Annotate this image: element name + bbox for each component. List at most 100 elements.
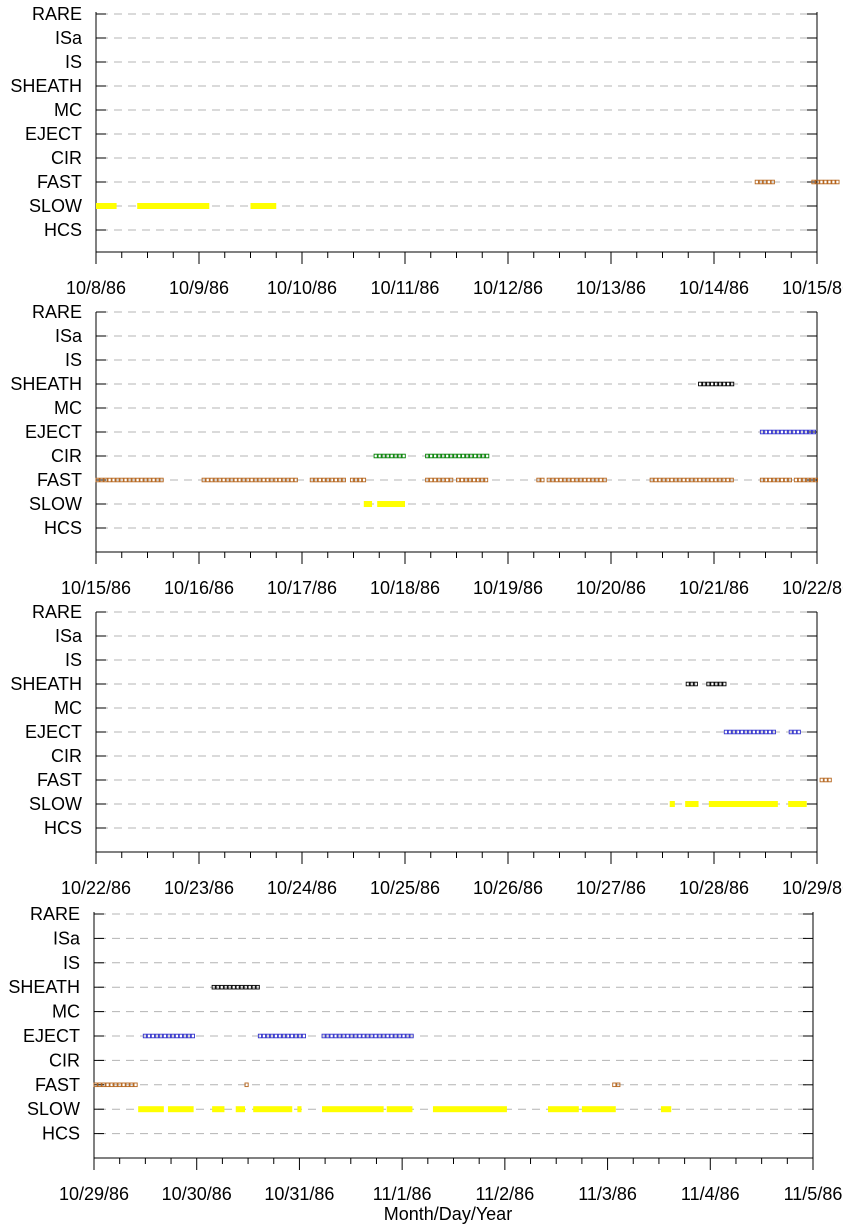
y-label-mc: MC	[52, 1002, 80, 1022]
segment-fast	[95, 477, 164, 483]
segment-slow	[297, 1106, 302, 1113]
y-label-eject: EJECT	[23, 1026, 80, 1046]
y-label-slow: SLOW	[27, 1099, 80, 1119]
segment-slow	[377, 501, 405, 507]
panel-1: RARE ISa IS SHEATH MC EJECT CIR FAST SLOW HCS 10/8…	[10, 4, 843, 298]
segment-slow	[253, 1106, 293, 1113]
y-label-eject: EJECT	[25, 422, 82, 442]
segment-cir	[425, 453, 490, 459]
x-tick-label: 10/29/86	[59, 1184, 129, 1204]
x-tick-label: 10/29/86	[782, 878, 843, 898]
segment-slow	[708, 801, 778, 807]
y-label-hcs: HCS	[44, 518, 82, 538]
x-tick-label: 10/15/86	[61, 578, 131, 598]
segment-eject	[759, 429, 816, 435]
y-label-cir: CIR	[51, 746, 82, 766]
y-label-is: IS	[65, 650, 82, 670]
y-label-rare: RARE	[32, 302, 82, 322]
segment-fast	[759, 477, 792, 483]
segment-slow	[212, 1106, 225, 1113]
y-label-slow: SLOW	[29, 794, 82, 814]
x-tick-label: 10/22/86	[61, 878, 131, 898]
segment-slow	[363, 501, 373, 507]
segment-fast	[93, 1082, 138, 1088]
y-label-fast: FAST	[37, 172, 82, 192]
y-label-sheath: SHEATH	[8, 977, 80, 997]
x-tick-label: 11/5/86	[784, 1184, 843, 1204]
x-tick-label: 10/28/86	[679, 878, 749, 898]
y-label-hcs: HCS	[44, 818, 82, 838]
y-label-eject: EJECT	[25, 124, 82, 144]
x-tick-label: 10/13/86	[576, 278, 646, 298]
x-tick-label: 11/3/86	[578, 1184, 637, 1204]
y-label-mc: MC	[54, 398, 82, 418]
y-label-rare: RARE	[30, 904, 80, 924]
x-tick-label: 10/22/86	[782, 578, 843, 598]
segment-eject	[723, 729, 776, 735]
x-tick-label: 10/8/86	[66, 278, 126, 298]
x-tick-label: 10/20/86	[576, 578, 646, 598]
y-label-hcs: HCS	[42, 1124, 80, 1144]
segment-fast	[309, 477, 346, 483]
segment-slow	[685, 801, 699, 807]
y-label-cir: CIR	[51, 148, 82, 168]
y-label-isa: ISa	[55, 626, 83, 646]
x-tick-label: 10/26/86	[473, 878, 543, 898]
x-tick-label: 10/10/86	[267, 278, 337, 298]
segment-sheath	[706, 681, 727, 687]
segment-fast	[612, 1082, 621, 1088]
segment-slow	[660, 1106, 672, 1113]
segment-fast	[273, 477, 298, 483]
y-label-rare: RARE	[32, 4, 82, 24]
x-tick-label: 10/19/86	[473, 578, 543, 598]
segment-fast	[546, 477, 607, 483]
x-tick-label: 11/4/86	[681, 1184, 740, 1204]
segment-eject	[142, 1033, 195, 1039]
x-tick-label: 10/18/86	[370, 578, 440, 598]
segment-fast	[201, 477, 274, 483]
y-label-fast: FAST	[35, 1075, 80, 1095]
panel-2: RARE ISa IS SHEATH MC EJECT CIR FAST SLOW HCS 10/1…	[10, 302, 843, 598]
y-label-sheath: SHEATH	[10, 374, 82, 394]
segment-slow	[547, 1106, 579, 1113]
segment-slow	[432, 1106, 507, 1113]
segment-slow	[386, 1106, 413, 1113]
x-tick-label: 10/31/86	[264, 1184, 334, 1204]
x-tick-label: 10/25/86	[370, 878, 440, 898]
y-label-cir: CIR	[49, 1050, 80, 1070]
x-tick-label: 10/24/86	[267, 878, 337, 898]
segment-fast	[536, 477, 545, 483]
x-tick-label: 10/15/86	[782, 278, 843, 298]
x-tick-label: 10/14/86	[679, 278, 749, 298]
x-tick-label: 11/1/86	[373, 1184, 432, 1204]
y-label-fast: FAST	[37, 770, 82, 790]
segment-sheath	[211, 984, 260, 990]
y-label-eject: EJECT	[25, 722, 82, 742]
segment-fast	[793, 477, 818, 483]
y-label-fast: FAST	[37, 470, 82, 490]
y-label-mc: MC	[54, 698, 82, 718]
y-label-sheath: SHEATH	[10, 674, 82, 694]
y-label-is: IS	[65, 350, 82, 370]
segment-eject	[321, 1033, 414, 1039]
segment-fast	[819, 777, 832, 783]
segment-slow	[137, 203, 210, 209]
segment-slow	[235, 1106, 245, 1113]
segment-slow	[322, 1106, 384, 1113]
segment-slow	[96, 203, 117, 209]
x-axis-label: Month/Day/Year	[384, 1204, 512, 1224]
segment-slow	[669, 801, 675, 807]
y-label-isa: ISa	[55, 326, 83, 346]
x-tick-label: 10/21/86	[679, 578, 749, 598]
y-label-is: IS	[63, 953, 80, 973]
segment-sheath	[698, 381, 735, 387]
x-tick-label: 10/16/86	[164, 578, 234, 598]
panel-3: RARE ISa IS SHEATH MC EJECT CIR FAST SLOW HCS 10/2…	[10, 602, 843, 898]
y-label-slow: SLOW	[29, 196, 82, 216]
segment-sheath	[685, 681, 698, 687]
y-label-is: IS	[65, 52, 82, 72]
segment-fast	[349, 477, 367, 483]
x-tick-label: 10/11/86	[371, 278, 440, 298]
segment-cir	[373, 453, 406, 459]
